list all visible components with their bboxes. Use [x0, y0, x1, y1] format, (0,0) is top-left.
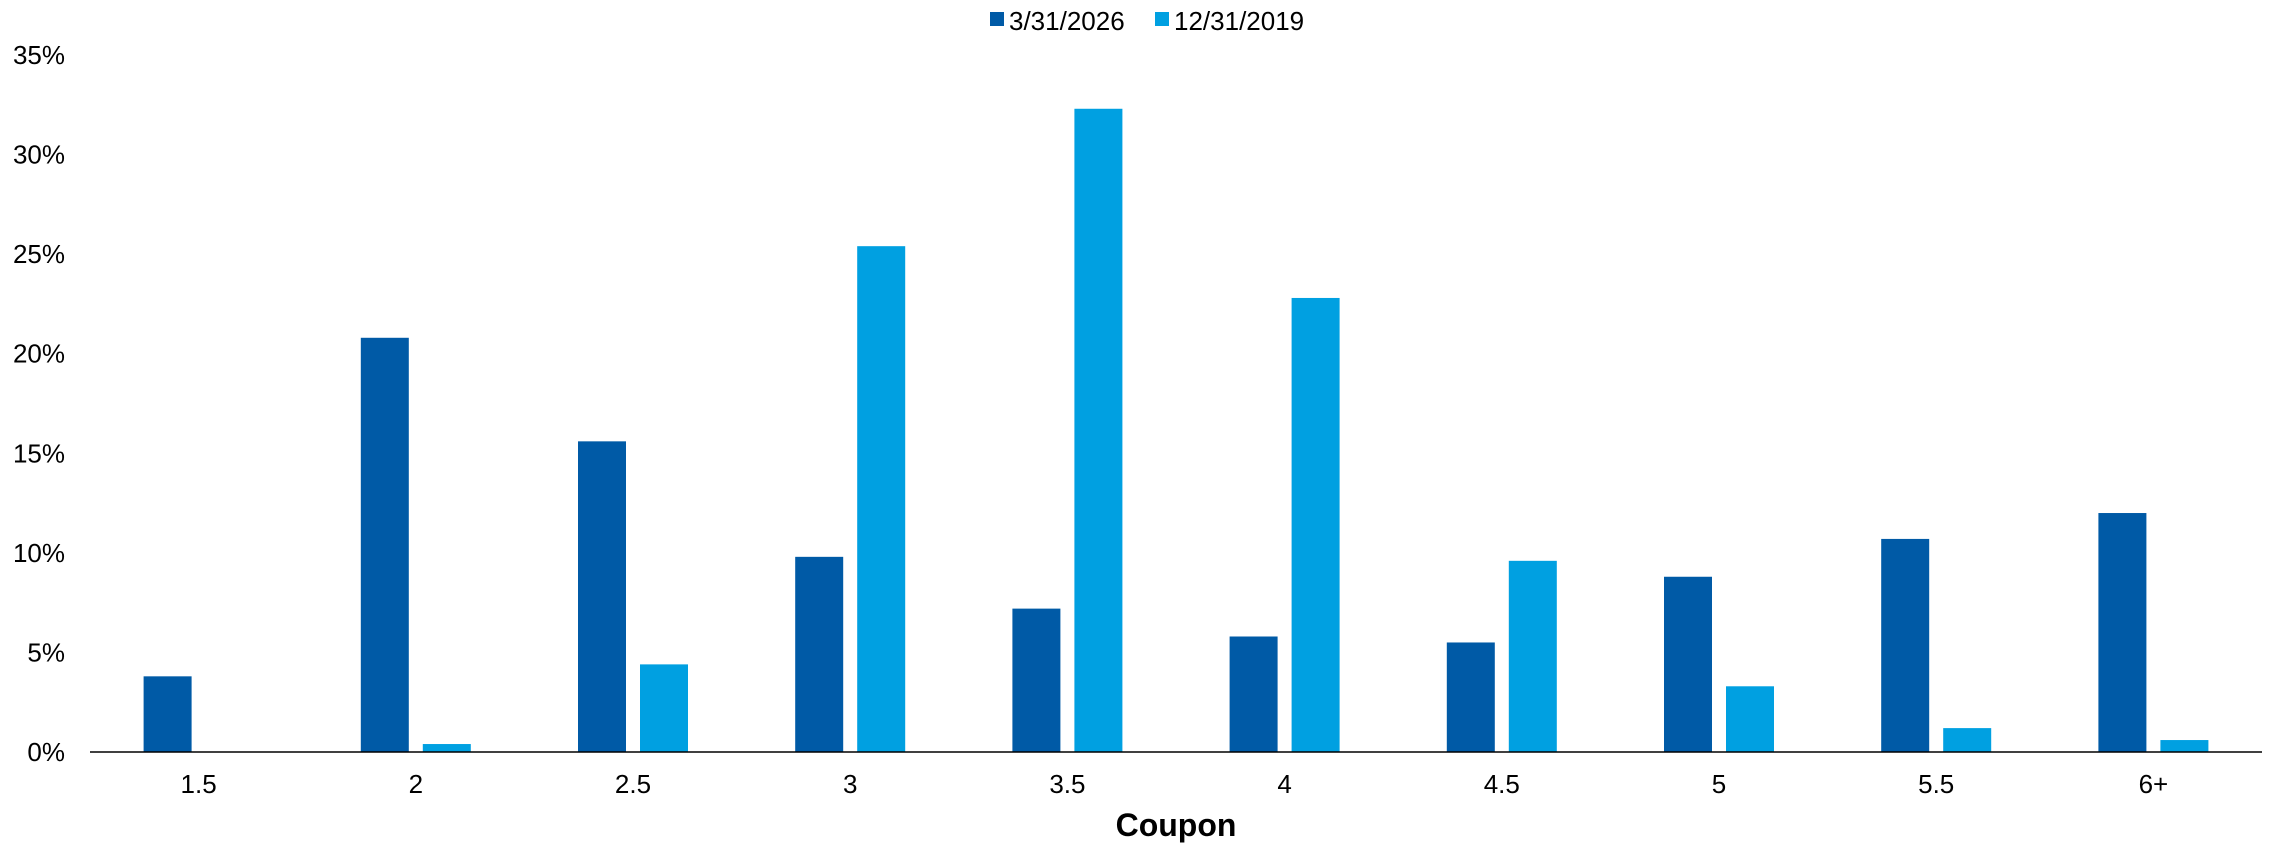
- bar-series-2-4: [1291, 297, 1340, 752]
- bar-series-1-2.5: [578, 441, 626, 752]
- y-axis: 0% 5% 10% 15% 20% 25% 30% 35%: [13, 40, 65, 767]
- bar-series-1-4: [1229, 636, 1278, 752]
- x-tick-label: 6+: [2139, 769, 2169, 799]
- bar-series-1-3.5: [1012, 608, 1061, 752]
- x-tick-label: 2: [409, 769, 423, 799]
- bar-series-2-2.5: [640, 664, 688, 752]
- bar-series-1-5: [1664, 576, 1712, 752]
- x-tick-label: 4.5: [1484, 769, 1520, 799]
- x-axis: 1.5 2 2.5 3 3.5 4 4.5 5 5.5 6+: [90, 751, 2262, 799]
- bar-series-2-5: [1726, 686, 1774, 752]
- y-tick-label: 25%: [13, 239, 65, 269]
- bar-series-1-3: [795, 556, 844, 752]
- bar-series-2-2: [422, 744, 471, 752]
- x-tick-label: 3.5: [1049, 769, 1085, 799]
- y-tick-label: 10%: [13, 538, 65, 568]
- bar-series-2-3: [857, 246, 906, 753]
- bar-series-1-4.5: [1446, 642, 1495, 752]
- x-tick-label: 3: [843, 769, 857, 799]
- x-tick-label: 4: [1277, 769, 1291, 799]
- bar-series-2-4.5: [1508, 560, 1557, 752]
- x-tick-label: 1.5: [181, 769, 217, 799]
- bar-series-1-2: [360, 337, 409, 752]
- y-tick-label: 30%: [13, 140, 65, 170]
- x-tick-label: 5: [1712, 769, 1726, 799]
- x-axis-title: Coupon: [1116, 807, 1237, 843]
- bar-series-2-6+: [2160, 740, 2209, 752]
- bar-series-1-1.5: [143, 676, 192, 752]
- legend-swatch-series-2: [1155, 12, 1169, 26]
- bar-series-1-6+: [2098, 513, 2147, 752]
- bar-series-1-5.5: [1881, 538, 1930, 752]
- y-tick-label: 35%: [13, 40, 65, 70]
- legend-label-series-1: 3/31/2026: [1009, 6, 1125, 36]
- y-tick-label: 5%: [27, 637, 65, 667]
- y-tick-label: 20%: [13, 339, 65, 369]
- legend-label-series-2: 12/31/2019: [1174, 6, 1304, 36]
- legend: 3/31/2026 12/31/2019: [990, 6, 1304, 36]
- bars: [143, 108, 2209, 753]
- x-tick-label: 2.5: [615, 769, 651, 799]
- legend-swatch-series-1: [990, 12, 1004, 26]
- bar-series-2-3.5: [1074, 108, 1123, 753]
- x-tick-label: 5.5: [1918, 769, 1954, 799]
- y-tick-label: 15%: [13, 438, 65, 468]
- bar-series-2-5.5: [1943, 728, 1992, 752]
- y-tick-label: 0%: [27, 737, 65, 767]
